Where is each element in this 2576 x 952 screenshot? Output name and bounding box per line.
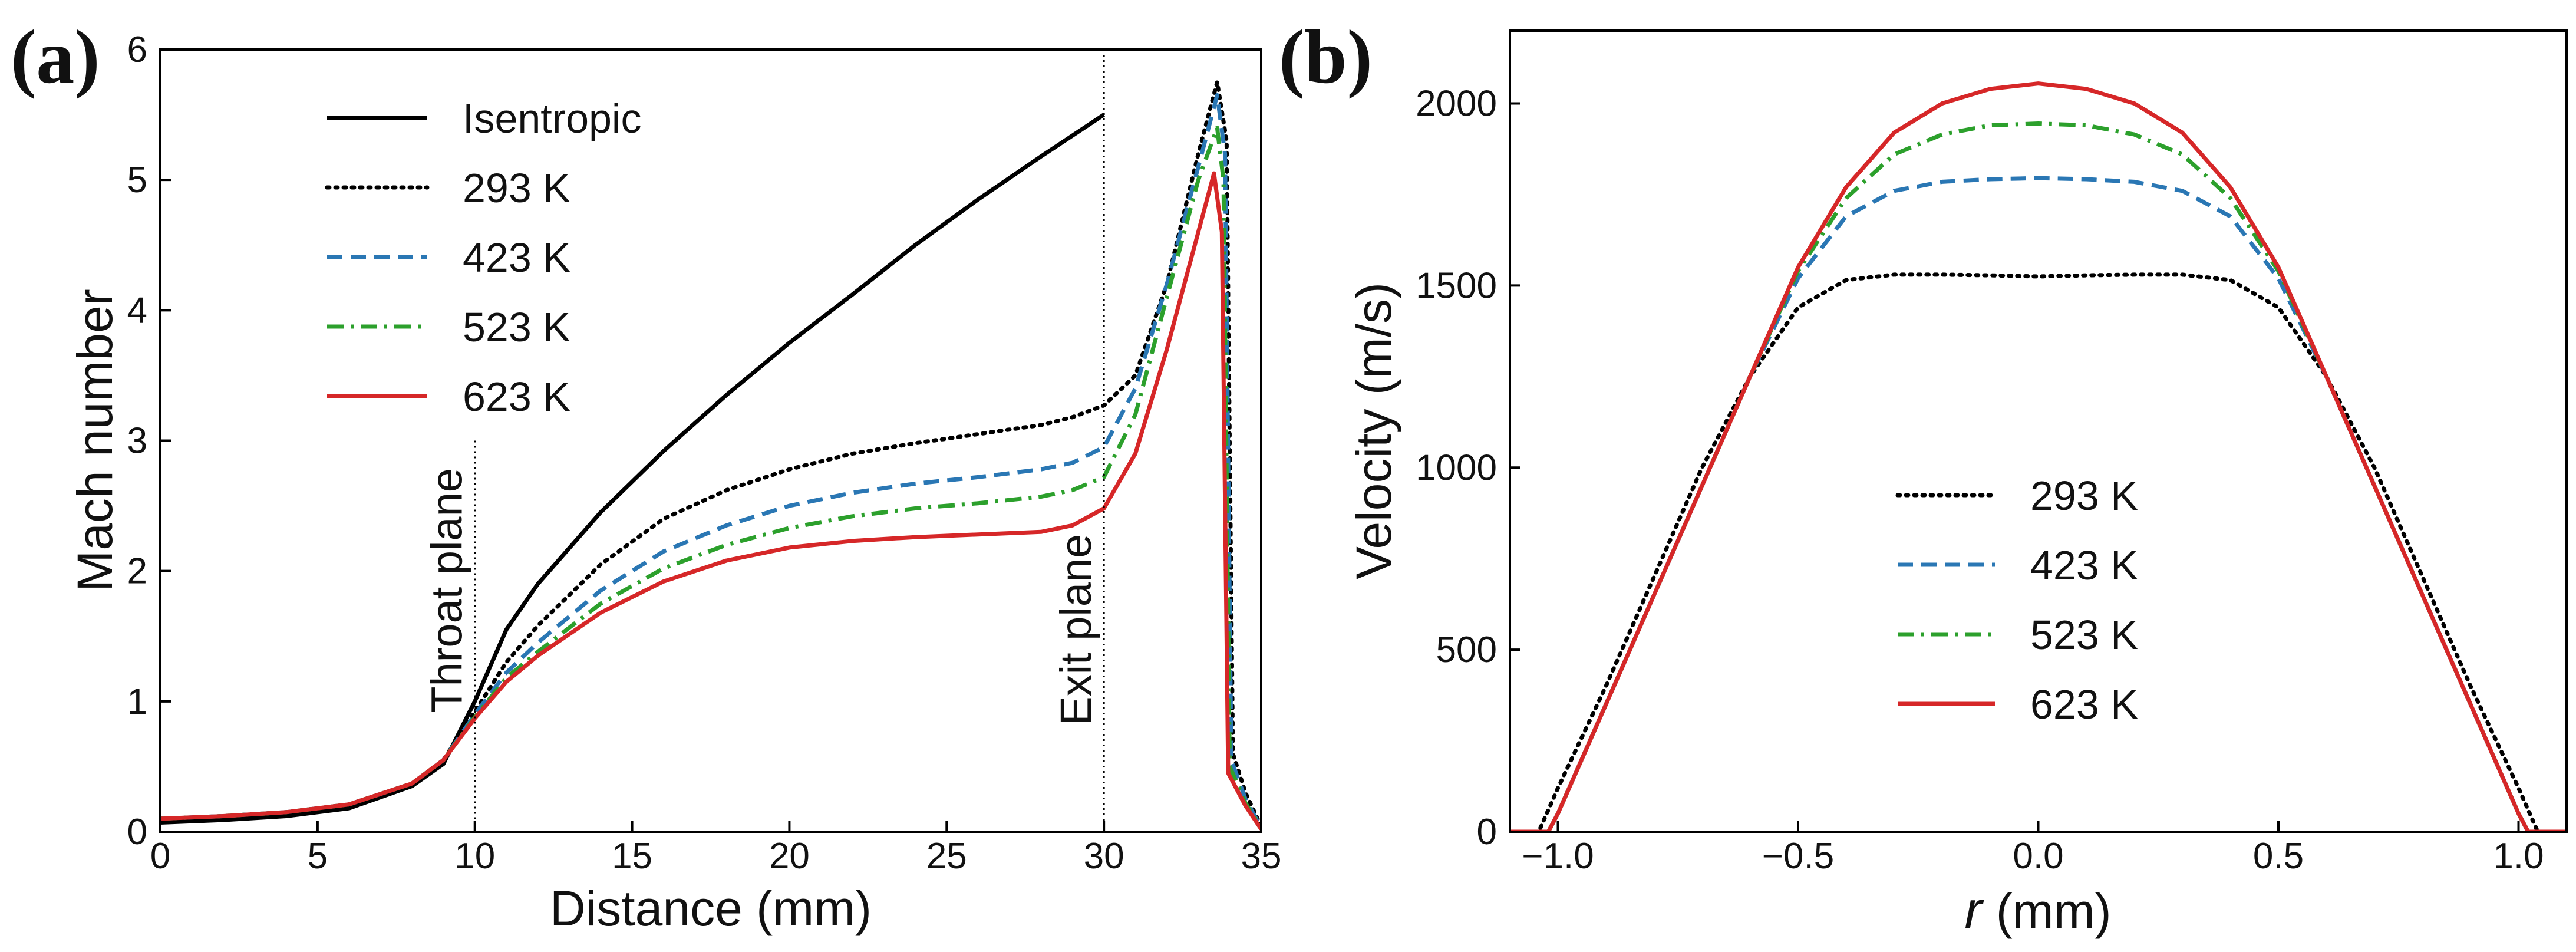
b-legend-label: 523 K	[2030, 612, 2138, 658]
panel-b-label: (b)	[1279, 15, 1373, 100]
a-x-tick-label: 10	[454, 836, 495, 877]
a-series-line-isentropic	[160, 113, 1106, 825]
b-x-tick-label: −0.5	[1762, 836, 1834, 877]
a-y-tick-label: 4	[127, 290, 147, 331]
b-y-tick-label: 500	[1436, 630, 1497, 670]
a-series-line-293-k	[160, 80, 1261, 829]
a-x-tick-label: 20	[769, 836, 810, 877]
panel-b-legend: 293 K 423 K 523 K 623 K	[1895, 473, 2138, 727]
a-y-tick-label: 3	[127, 421, 147, 462]
a-legend-label: 623 K	[463, 374, 570, 420]
b-y-tick-label: 0	[1477, 812, 1497, 852]
a-y-tick-label: 1	[127, 681, 147, 722]
a-legend-label: 293 K	[463, 165, 570, 211]
b-legend-label: 623 K	[2030, 681, 2138, 727]
a-series-line-623-k	[160, 171, 1261, 831]
panel-a-label: (a)	[11, 15, 100, 100]
panel-b-x-axis-label-unit: (mm)	[1982, 884, 2111, 939]
panel-a-legend: Isentropic 293 K 423 K 523 K 623 K	[325, 95, 641, 420]
panel-b-velocity-chart: (b) −1.0 −0.5 0.0 0.5 1.0 0 500 1000 1500 2000 r …	[1279, 15, 2568, 940]
b-x-tick-label: 1.0	[2493, 836, 2544, 877]
panel-b-x-axis-label: r (mm)	[1964, 881, 2111, 940]
b-y-tick-label: 1500	[1416, 265, 1497, 306]
a-annotation-throat-plane: Throat plane	[423, 468, 471, 713]
panel-a-mach-number-chart: (a) Throat plane Exit plane 0 5 10 15 20 25 30 3…	[11, 15, 1281, 936]
panel-a-x-axis-label: Distance (mm)	[550, 881, 872, 936]
a-x-tick-label: 35	[1241, 836, 1282, 877]
a-x-tick-label: 5	[308, 836, 328, 877]
b-series-line-293-k	[1510, 272, 2567, 832]
b-series-line-523-k	[1510, 121, 2567, 832]
a-x-tick-label: 15	[612, 836, 652, 877]
b-x-tick-label: −1.0	[1522, 836, 1594, 877]
a-y-tick-label: 0	[127, 812, 147, 852]
a-x-tick-label: 25	[926, 836, 967, 877]
b-y-tick-label: 2000	[1416, 84, 1497, 124]
a-legend-label: 523 K	[463, 304, 570, 350]
a-x-tick-label: 0	[150, 836, 170, 877]
a-x-tick-label: 30	[1084, 836, 1124, 877]
panel-b-x-axis-label-italic: r	[1964, 881, 1984, 940]
a-y-tick-label: 5	[127, 160, 147, 200]
b-series-line-623-k	[1510, 81, 2567, 832]
b-legend-label: 293 K	[2030, 473, 2138, 519]
b-x-tick-label: 0.5	[2253, 836, 2304, 877]
panel-a-y-axis-label: Mach number	[67, 289, 123, 592]
b-x-tick-label: 0.0	[2013, 836, 2063, 877]
b-y-tick-label: 1000	[1416, 447, 1497, 488]
a-legend-label: Isentropic	[463, 95, 641, 141]
a-y-tick-label: 2	[127, 551, 147, 592]
a-legend-label: 423 K	[463, 235, 570, 281]
panel-b-y-axis-label: Velocity (m/s)	[1346, 282, 1401, 579]
a-y-tick-label: 6	[127, 29, 147, 70]
a-annotation-exit-plane: Exit plane	[1051, 534, 1100, 726]
b-legend-label: 423 K	[2030, 542, 2138, 588]
